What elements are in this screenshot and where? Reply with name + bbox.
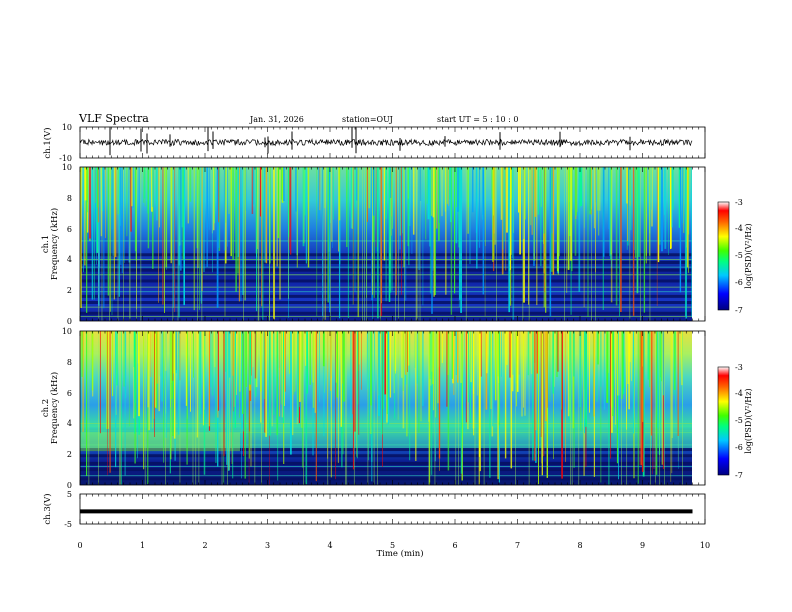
ch1-colorbar [717,201,730,311]
ch2-colorbar [717,366,730,476]
ch1-colorbar-tick-6: -6 [735,278,743,287]
time-tick-label: 8 [577,541,582,550]
ch1-spectrogram-ylabel-channel: ch.1 [41,235,51,253]
ch1-colorbar-tick-5: -5 [735,251,743,260]
time-tick-label: 10 [700,541,710,550]
ch3-ytick-top: 5 [67,490,72,499]
ch1-freq-tick-8: 8 [67,194,72,203]
ch2-colorbar-tick-6: -6 [735,443,743,452]
ch2-spectrogram-panel: 0 2 4 6 8 10 ch.2 Frequency (kHz) -3 -4 … [41,327,753,490]
ch2-colorbar-tick-5: -5 [735,416,743,425]
ch1-colorbar-tick-3: -3 [735,198,743,207]
time-tick-label: 0 [77,541,82,550]
ch2-freq-tick-4: 4 [67,419,72,428]
time-axis-labels: 0 1 2 3 4 5 6 7 8 9 10 [77,541,710,550]
ch2-colorbar-tick-4: -4 [735,389,743,398]
ch1-colorbar-label: log(PSD)(V²/Hz) [744,223,753,288]
time-tick-label: 6 [452,541,457,550]
time-axis-title: Time (min) [376,548,423,559]
dark-band [80,448,692,452]
ch1-spectrogram-ticks [79,167,706,321]
ch1-spectrogram-image [80,167,692,321]
ch1-freq-tick-6: 6 [67,225,72,234]
dark-band [80,301,692,305]
ch1-colorbar-tick-7: -7 [735,306,743,315]
time-tick-label: 4 [327,541,332,550]
ch3-ytick-bottom: -5 [64,520,72,529]
ch2-colorbar-tick-3: -3 [735,363,743,372]
ch2-freq-tick-6: 6 [67,389,72,398]
ch3-waveform-ylabel: ch.3(V) [42,493,53,524]
ch1-waveform-trace [80,127,693,156]
ch2-colorbar-tick-7: -7 [735,471,743,480]
ch2-spectrogram-image [80,331,692,485]
time-tick-label: 5 [390,541,395,550]
ch2-spectrogram-ylabel-frequency: Frequency (kHz) [49,372,60,444]
ch1-freq-tick-10: 10 [62,163,72,172]
ch1-spectrogram-ylabel-frequency: Frequency (kHz) [49,208,60,280]
ch1-freq-tick-2: 2 [67,286,72,295]
ch1-freq-tick-4: 4 [67,255,72,264]
ch1-spectrogram-panel: 0 2 4 6 8 10 ch.1 Frequency (kHz) -3 -4 … [41,163,753,326]
ch2-spectrogram-ticks [79,331,706,485]
ch2-freq-tick-8: 8 [67,358,72,367]
dark-band [80,477,692,481]
dark-band [80,311,692,315]
dark-band [80,454,692,458]
time-tick-label: 9 [640,541,645,550]
ch1-waveform-ylabel: ch.1(V) [42,127,53,158]
ch1-ytick-top: 10 [62,123,72,132]
figure-title: VLF Spectra [78,112,149,125]
start-time-label: start UT = 5 : 10 : 0 [437,115,518,124]
ch1-freq-tick-0: 0 [67,317,72,326]
ch1-noise-line [80,138,693,147]
dark-band [80,461,692,465]
ch2-freq-tick-0: 0 [67,481,72,490]
ch1-waveform-panel: 10 -10 ch.1(V) [42,123,706,163]
ch2-freq-tick-2: 2 [67,450,72,459]
station-label: station=OUJ [342,115,393,124]
ch3-waveform-xticks [79,494,706,524]
emission-band [80,432,240,452]
ch1-ytick-bottom: -10 [59,154,72,163]
ch3-waveform-panel: 5 -5 ch.3(V) [42,490,706,529]
ch2-freq-tick-10: 10 [62,327,72,336]
ch1-waveform-xticks [79,127,706,158]
ch1-colorbar-tick-4: -4 [735,224,743,233]
ch2-spectrogram-ylabel-channel: ch.2 [41,399,51,417]
time-tick-label: 2 [202,541,207,550]
time-tick-label: 3 [265,541,270,550]
time-tick-label: 1 [140,541,145,550]
ch2-colorbar-label: log(PSD)(V²/Hz) [744,388,753,453]
date-label: Jan. 31, 2026 [249,115,304,124]
time-tick-label: 7 [515,541,520,550]
dark-band [80,468,692,472]
